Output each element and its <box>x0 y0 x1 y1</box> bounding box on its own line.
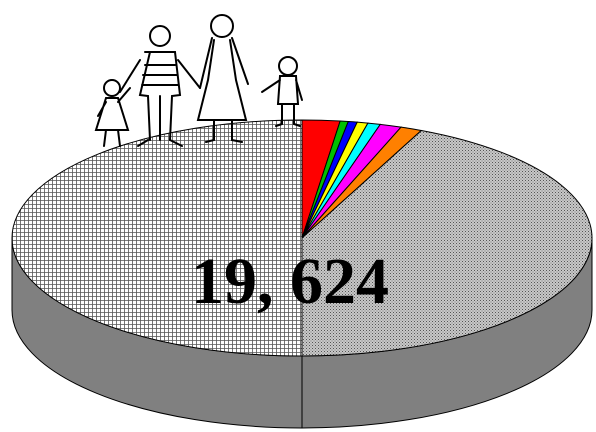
pie <box>11 119 593 429</box>
pie-slice <box>11 119 303 357</box>
chart-title: 19, 624 <box>191 245 389 318</box>
family-clipart <box>94 14 303 147</box>
pie-slice <box>301 129 593 357</box>
